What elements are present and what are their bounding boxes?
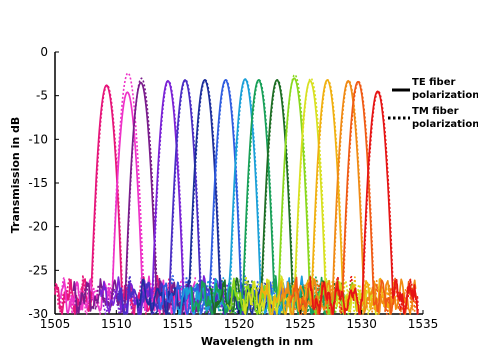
y-tick-label: -10 [28,132,48,146]
te-curve-7 [157,79,294,315]
legend-te-label-line2: polarization [412,90,478,101]
curves-layer [54,72,419,315]
y-tick-label: -30 [28,307,48,321]
x-tick-label: 1530 [346,317,377,331]
x-tick-label: 1520 [224,317,255,331]
x-tick-label: 1535 [408,317,439,331]
legend-tm-label-line1: TM fiber [412,106,459,117]
y-tick-label: 0 [40,45,48,59]
legend-tm-label-line2: polarization [412,119,478,130]
x-tick-label: 1515 [162,317,193,331]
x-tick-label: 1505 [40,317,71,331]
te-curve-13 [259,79,396,315]
legend-te-label-line1: TE fiber [412,77,455,88]
x-tick-label: 1525 [285,317,316,331]
te-curve-2 [59,91,196,315]
y-tick-label: -15 [28,176,48,190]
tm-curve-2 [59,72,197,315]
tm-curve-3 [73,77,210,315]
y-tick-label: -25 [28,263,48,277]
y-tick-label: -5 [36,89,48,103]
x-axis-title: Wavelength in nm [201,335,313,348]
tm-curve-14 [280,80,418,315]
te-curve-16 [309,90,419,315]
y-tick-label: -20 [28,220,48,234]
tm-curve-12 [242,77,379,315]
y-axis-title: Transmission in dB [9,117,22,234]
ticks-layer: 1505 1510 1515 1520 1525 1530 1535 0 -5 -10 -15 -20… [28,45,438,331]
te-curve-5 [116,79,254,315]
legend: TE fiber polarization TM fiber polarizat… [388,77,478,130]
x-tick-label: 1510 [101,317,132,331]
